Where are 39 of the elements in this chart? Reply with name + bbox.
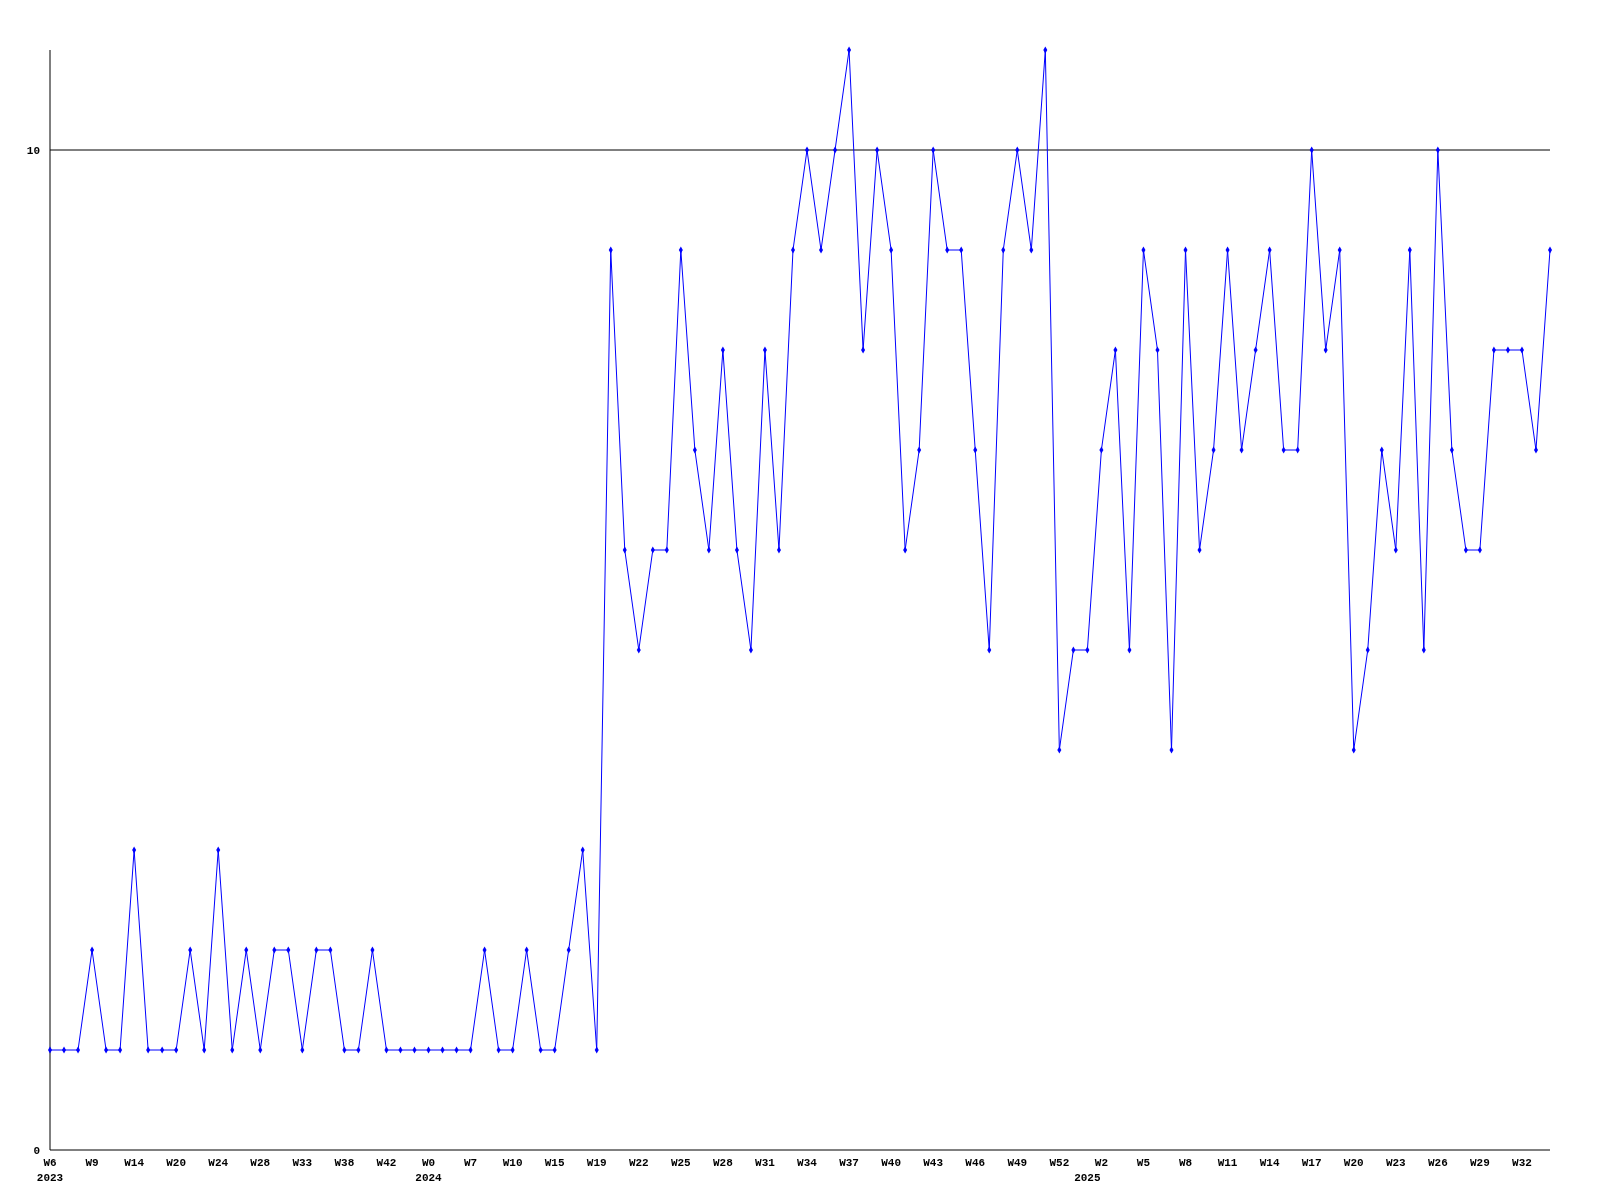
x-tick-label: W31 (755, 1157, 776, 1169)
x-tick-label: W43 (923, 1157, 944, 1169)
x-tick-label: W42 (376, 1157, 397, 1169)
x-tick-label: W33 (292, 1157, 313, 1169)
x-tick-label: W17 (1301, 1157, 1322, 1169)
x-tick-label: W28 (712, 1157, 734, 1169)
x-tick-label: W46 (965, 1157, 986, 1169)
x-tick-label: W7 (463, 1157, 478, 1169)
x-tick-label: W34 (797, 1157, 818, 1169)
x-tick-label: W0 2024 (415, 1157, 443, 1184)
x-tick-label: W25 (670, 1157, 692, 1169)
x-tick-label: W8 (1178, 1157, 1193, 1169)
x-tick-label: W5 (1136, 1157, 1151, 1169)
x-tick-label: W29 (1470, 1157, 1490, 1169)
x-tick-label: W20 (1343, 1157, 1364, 1169)
x-tick-label: W37 (839, 1157, 859, 1169)
x-tick-label: W10 (502, 1157, 523, 1169)
x-tick-label: W2 (1094, 1157, 1108, 1169)
x-tick-label: W26 (1427, 1157, 1448, 1169)
y-tick-label: 10 (26, 144, 40, 157)
x-tick-label: W14 (124, 1157, 145, 1169)
x-tick-label: W49 (1007, 1157, 1028, 1169)
x-tick-label: W52 (1049, 1157, 1070, 1169)
x-tick-label: W11 (1217, 1157, 1238, 1169)
x-tick-label: W22 (628, 1157, 649, 1169)
x-tick-label: W40 (881, 1157, 902, 1169)
x-tick-label: W14 (1259, 1157, 1280, 1169)
x-tick-label: W32 (1512, 1157, 1532, 1169)
y-tick-label: 0 (33, 1144, 40, 1157)
x-tick-label: W24 (208, 1157, 229, 1169)
x-tick-label: W15 (544, 1157, 565, 1169)
x-tick-label: W19 (586, 1157, 607, 1169)
x-tick-label: W28 (250, 1157, 271, 1169)
x-tick-label: W23 (1385, 1157, 1407, 1169)
x-tick-label: W38 (334, 1157, 355, 1169)
x-tick-label: W6 2023 (36, 1157, 64, 1184)
x-tick-label: W9 (85, 1157, 99, 1169)
x-tick-label: W20 (166, 1157, 187, 1169)
x-tick-label: 2025 (1074, 1172, 1101, 1184)
